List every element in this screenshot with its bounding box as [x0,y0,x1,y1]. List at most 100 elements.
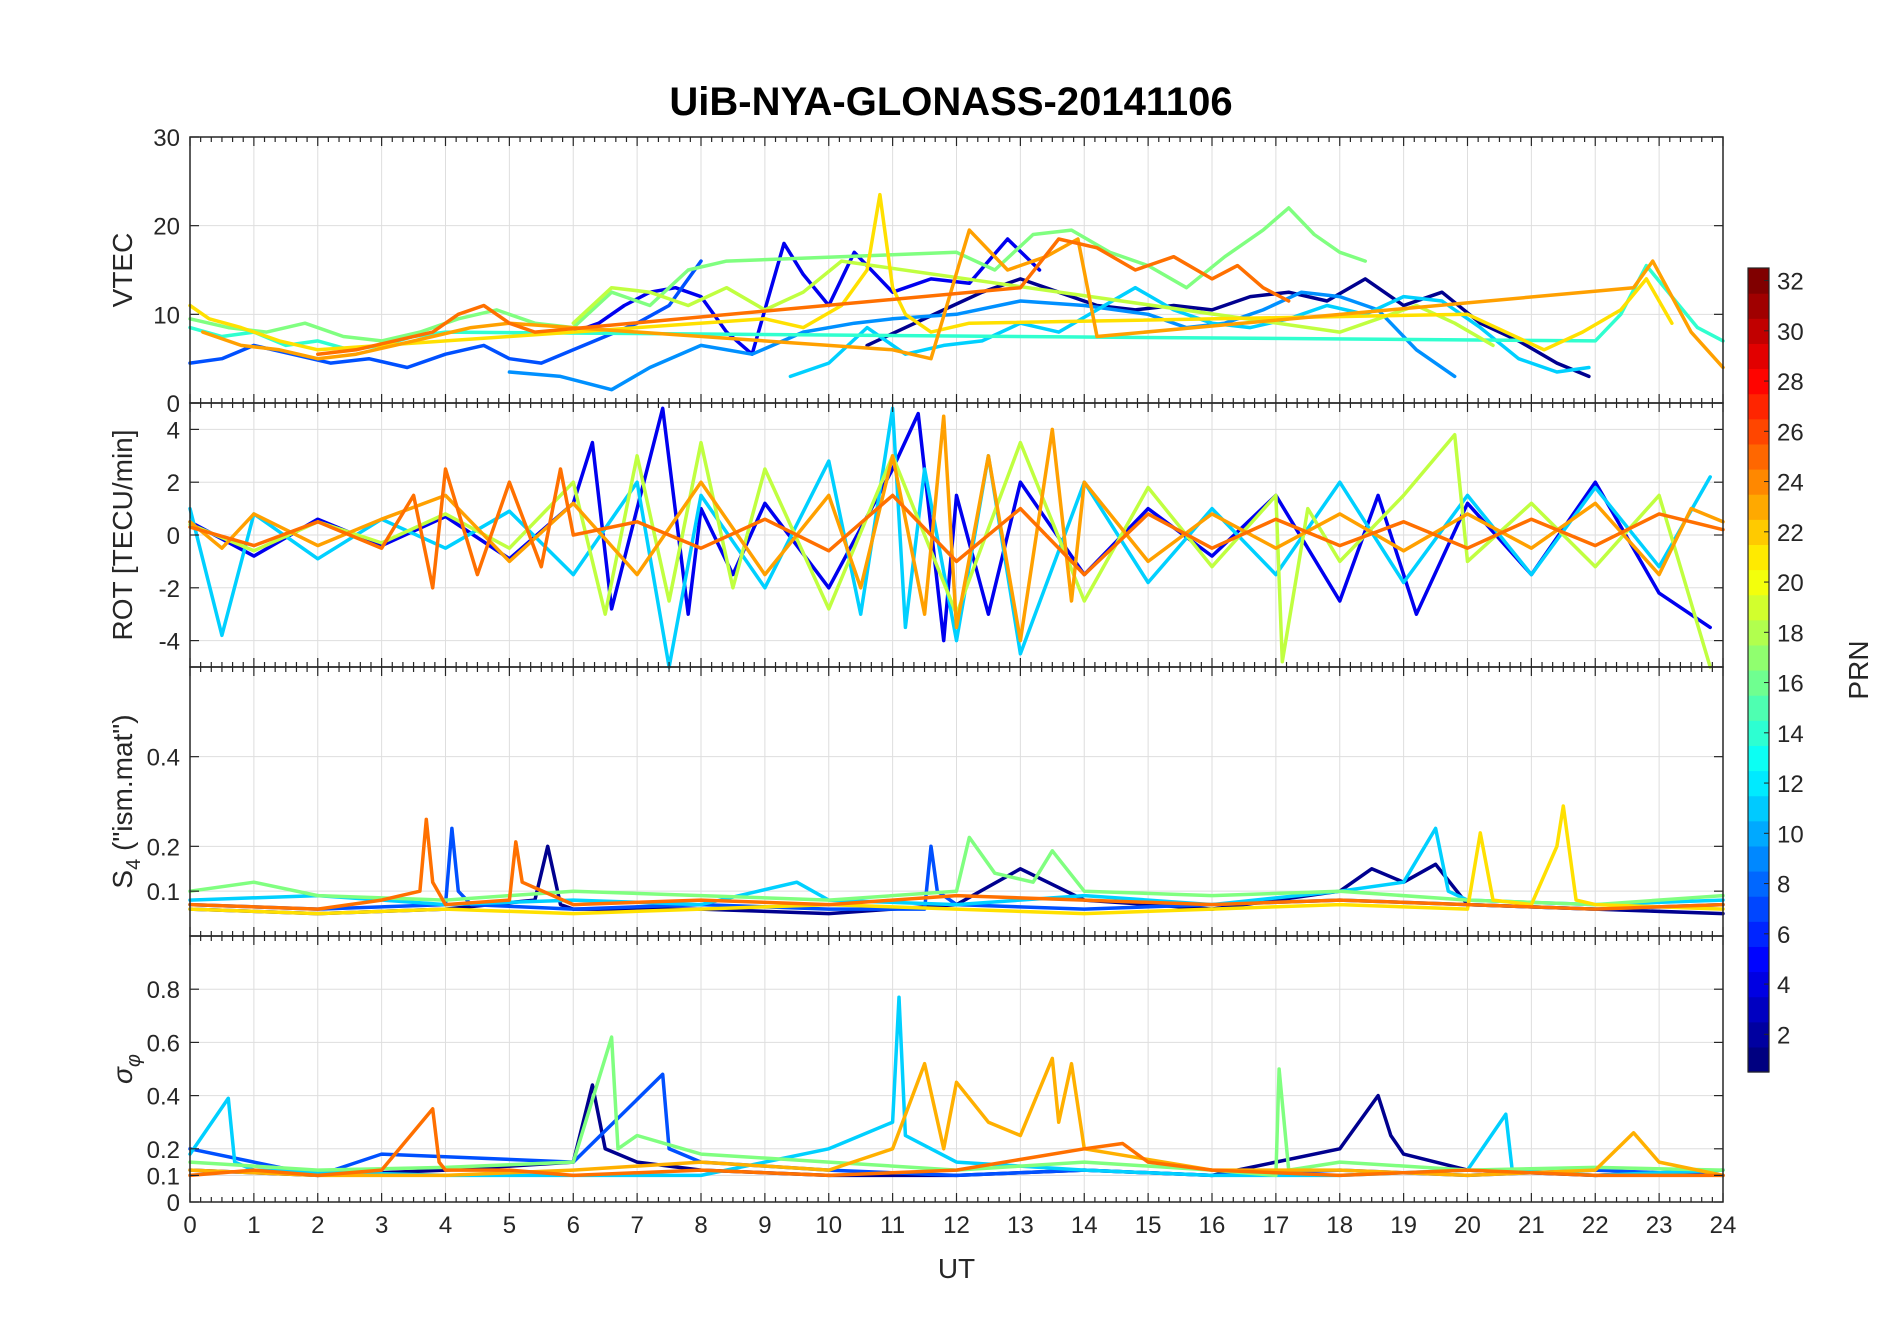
colorbar-segment [1748,293,1769,319]
colorbar-segment [1748,1046,1769,1073]
grid [190,403,1723,667]
x-tick-label: 6 [567,1212,580,1239]
colorbar-tick-label: 22 [1777,520,1804,547]
colorbar-tick-label: 8 [1777,872,1790,899]
x-tick-label: 12 [943,1212,970,1239]
y-tick-label: 0 [167,391,180,418]
y-ticks: -4 -2 0 2 4 [159,417,1723,656]
colorbar-frame [1747,267,1770,1073]
grid [190,667,1723,936]
y-axis-label: S4 ("ism.mat") [107,714,145,888]
chart-title: UiB-NYA-GLONASS-20141106 [669,80,1232,124]
colorbar-tick-label: 32 [1777,269,1804,296]
x-tick-label: 22 [1582,1212,1609,1239]
panel-vtec: 0 10 20 30 VTEC [107,125,1725,418]
colorbar-segment [1748,343,1769,370]
x-tick-label: 9 [758,1212,771,1239]
colorbar-segment [1748,268,1769,294]
x-tick-label: 3 [375,1212,388,1239]
colorbar-segment [1748,519,1769,545]
panel-s4: 0.1 0.2 0.4S4 ("ism.mat") [107,666,1725,937]
x-tick-labels: 0 1 2 3 4 5 6 7 8 9 10 11 12 13 14 15 16 17 18 19 20 21 22 23 24 [183,1212,1736,1239]
series-line-5 [188,1056,1725,1178]
series-line-1 [188,844,1725,916]
x-ticks [189,137,1724,403]
colorbar-segment [1748,443,1769,470]
series-line-6 [188,817,1725,911]
y-tick-label: 0.8 [147,977,180,1004]
y-tick-label: 0.2 [147,1137,180,1164]
colorbar-segment [1748,393,1769,420]
colorbar-segment [1748,594,1769,621]
series-group [188,406,1725,669]
colorbar-segment [1748,745,1769,772]
colorbar-tick-label: 2 [1777,1022,1790,1049]
x-tick-label: 8 [694,1212,707,1239]
colorbar-tick-label: 18 [1777,620,1804,647]
colorbar-segment [1748,670,1769,696]
y-tick-label: 4 [167,417,180,444]
series-line-11 [316,237,1291,356]
x-axis-label: UT [938,1253,975,1284]
series-line-4 [507,290,1457,392]
series-line-2 [571,237,1042,356]
colorbar-tick-label: 24 [1777,470,1804,497]
colorbar-tick-label: 16 [1777,671,1804,698]
colorbar-segment [1748,544,1769,571]
x-tick-label: 18 [1326,1212,1353,1239]
colorbar-segment [1748,795,1769,822]
y-ticks: 00.10.2 0.4 0.6 0.8 [147,977,1723,1217]
y-ticks: 0.1 0.2 0.4 [147,745,1723,906]
y-axis-label: σφ [107,1054,145,1084]
x-ticks [189,403,1724,667]
y-tick-label: 0.4 [147,1084,180,1111]
colorbar-segment [1748,318,1769,344]
colorbar-segment [1748,871,1769,897]
series-line-4 [188,414,1725,643]
x-tick-label: 23 [1646,1212,1673,1239]
x-tick-label: 5 [503,1212,516,1239]
colorbar-tick-label: 30 [1777,319,1804,346]
colorbar-tick-label: 14 [1777,721,1804,748]
x-tick-label: 20 [1454,1212,1481,1239]
series-line-2 [188,406,1712,669]
colorbar-segment [1748,896,1769,922]
colorbar-segment [1748,720,1769,746]
colorbar-segment [1748,569,1769,596]
x-tick-label: 16 [1199,1212,1226,1239]
colorbar-tick-label: 26 [1777,419,1804,446]
series-line-6 [188,1107,1725,1178]
colorbar-segment [1748,695,1769,721]
x-tick-label: 10 [815,1212,842,1239]
series-group [188,995,1725,1178]
series-line-5 [188,804,1725,916]
x-tick-label: 1 [247,1212,260,1239]
y-tick-label: 30 [153,125,180,152]
colorbar-segment [1748,770,1769,797]
x-tick-label: 13 [1007,1212,1034,1239]
y-tick-label: 10 [153,302,180,329]
y-tick-label: 0.1 [147,1163,180,1190]
colorbar-tick-label: 20 [1777,570,1804,597]
y-axis-label: ROT [TECU/min] [107,429,138,640]
y-tick-label: 0 [167,1190,180,1217]
x-ticks [189,667,1724,936]
colorbar-segment [1748,971,1769,998]
colorbar-segment [1748,469,1769,495]
x-tick-label: 4 [439,1212,452,1239]
series-group [188,804,1725,916]
colorbar-segment [1748,1021,1769,1048]
colorbar-tick-label: 28 [1777,369,1804,396]
y-tick-label: 0.6 [147,1030,180,1057]
x-tick-label: 15 [1135,1212,1162,1239]
colorbar-segment [1748,996,1769,1023]
series-line-4 [188,835,1725,907]
colorbar-segment [1748,946,1769,973]
colorbar-segment [1748,921,1769,947]
y-axis-label: VTEC [107,233,138,308]
